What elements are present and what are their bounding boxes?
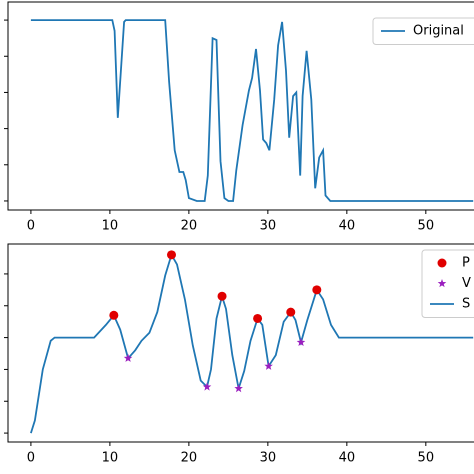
valley-marker [296, 337, 306, 346]
x-tick-label: 20 [181, 219, 198, 234]
data-line [30, 252, 474, 434]
legend-box [421, 249, 474, 318]
legend-box [372, 17, 474, 45]
peak-marker [286, 307, 296, 317]
axes-frame [7, 1, 474, 211]
valley-marker [123, 353, 133, 362]
data-line [30, 19, 474, 202]
x-tick-label: 0 [27, 219, 35, 234]
peak-marker [166, 250, 176, 260]
axes-frame [7, 243, 474, 443]
x-tick-label: 40 [339, 219, 356, 234]
peak-marker [109, 310, 119, 320]
legend-label: S [462, 297, 470, 312]
x-tick-label: 50 [418, 219, 435, 234]
x-tick-label: 20 [181, 451, 198, 466]
peak-marker [312, 285, 322, 295]
valley-marker [202, 382, 212, 391]
legend-marker [437, 279, 447, 288]
x-tick-label: 0 [27, 451, 35, 466]
peak-marker [217, 291, 227, 301]
legend-label: P [462, 256, 470, 271]
x-tick-label: 40 [339, 451, 356, 466]
x-tick-label: 10 [102, 219, 119, 234]
x-tick-label: 50 [418, 451, 435, 466]
legend-label: V [462, 276, 471, 291]
x-tick-label: 30 [260, 219, 277, 234]
legend-marker [437, 258, 447, 268]
peak-marker [253, 313, 263, 323]
x-tick-label: 10 [102, 451, 119, 466]
legend-label: Original [413, 24, 464, 39]
valley-marker [234, 384, 243, 393]
x-tick-label: 30 [260, 451, 277, 466]
valley-marker [264, 361, 273, 370]
